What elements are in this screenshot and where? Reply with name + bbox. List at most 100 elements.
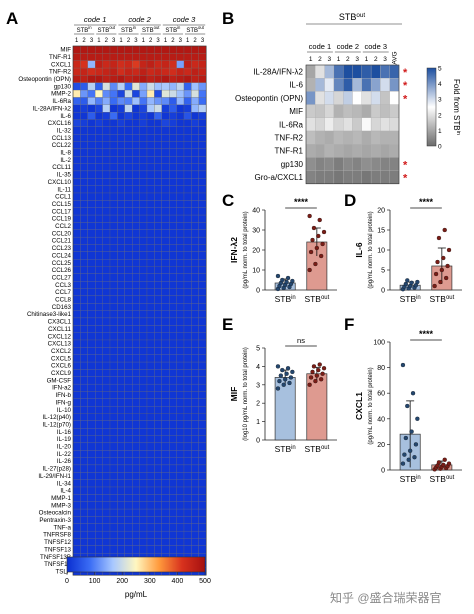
heatmap-cell bbox=[169, 530, 177, 539]
heatmap-cell bbox=[370, 104, 381, 118]
heatmap-cell bbox=[183, 538, 192, 546]
heatmap-cell bbox=[109, 325, 118, 333]
heatmap-cell bbox=[132, 523, 140, 532]
heatmap-cell bbox=[161, 391, 170, 399]
heatmap-cell bbox=[95, 119, 103, 127]
heatmap-cell bbox=[324, 117, 335, 132]
heatmap-cell bbox=[72, 494, 81, 502]
heatmap-cell bbox=[183, 60, 192, 69]
data-point bbox=[310, 369, 315, 375]
heatmap-cell bbox=[139, 420, 148, 429]
heatmap-cell bbox=[109, 472, 118, 480]
heatmap-cell bbox=[109, 310, 118, 319]
heatmap-cell bbox=[117, 428, 125, 436]
heatmap-cell bbox=[80, 347, 88, 355]
heatmap-cell bbox=[109, 303, 118, 311]
heatmap-cell bbox=[370, 130, 381, 145]
heatmap-cell bbox=[139, 530, 148, 539]
heatmap-cell bbox=[154, 266, 162, 274]
heatmap-cell bbox=[343, 157, 353, 171]
replicate-label: 1 bbox=[97, 38, 101, 44]
heatmap-cell bbox=[169, 413, 177, 421]
heatmap-cell bbox=[72, 156, 81, 164]
heatmap-cell bbox=[198, 229, 207, 238]
heatmap-cell bbox=[183, 222, 192, 230]
heatmap-cell bbox=[176, 347, 185, 355]
heatmap-cell bbox=[154, 472, 162, 480]
heatmap-cell bbox=[132, 148, 140, 157]
heatmap-cell bbox=[87, 170, 96, 179]
heatmap-cell bbox=[72, 310, 81, 319]
heatmap-cell bbox=[154, 406, 162, 414]
heatmap-cell bbox=[95, 266, 103, 274]
y-tick-label: 0 bbox=[256, 438, 260, 445]
heatmap-cell bbox=[132, 207, 140, 216]
heatmap-cell bbox=[80, 251, 88, 260]
heatmap-cell bbox=[161, 530, 170, 539]
heatmap-cell bbox=[139, 89, 148, 98]
y-axis-label: IFN-λ2 bbox=[229, 237, 239, 263]
heatmap-cell bbox=[198, 464, 207, 473]
heatmap-cell bbox=[87, 538, 96, 546]
heatmap-cell bbox=[87, 486, 96, 495]
heatmap-cell bbox=[139, 126, 148, 135]
heatmap-cell bbox=[333, 64, 344, 79]
heatmap-cell bbox=[80, 163, 88, 172]
data-point bbox=[405, 278, 410, 283]
heatmap-cell bbox=[124, 339, 133, 348]
heatmap-cell bbox=[109, 67, 118, 76]
heatmap-cell bbox=[80, 229, 88, 238]
row-label: Chitinase3-like1 bbox=[27, 311, 72, 318]
heatmap-cell bbox=[87, 523, 96, 532]
heatmap-cell bbox=[109, 60, 118, 69]
heatmap-cell bbox=[198, 97, 207, 105]
heatmap-cell bbox=[72, 545, 81, 554]
heatmap-cell bbox=[102, 126, 111, 135]
heatmap-cell bbox=[176, 303, 185, 311]
row-label: CXCL13 bbox=[48, 341, 72, 348]
heatmap-cell bbox=[146, 192, 155, 201]
heatmap-cell bbox=[132, 251, 140, 260]
heatmap-cell bbox=[146, 141, 155, 150]
row-label: CCL19 bbox=[52, 216, 72, 223]
heatmap-cell bbox=[95, 457, 103, 466]
replicate-label: 3 bbox=[355, 56, 359, 63]
heatmap-cell bbox=[95, 494, 103, 502]
heatmap-cell bbox=[370, 170, 381, 184]
heatmap-cell bbox=[146, 332, 155, 341]
heatmap-cell bbox=[191, 383, 199, 392]
heatmap-cell bbox=[72, 185, 81, 194]
heatmap-cell bbox=[109, 185, 118, 194]
heatmap-cell bbox=[95, 406, 103, 414]
data-point bbox=[290, 369, 295, 375]
heatmap-cell bbox=[132, 501, 140, 510]
heatmap-cell bbox=[132, 185, 140, 194]
category-label: STBin bbox=[275, 294, 296, 304]
heatmap-cell bbox=[117, 141, 125, 150]
heatmap-cell bbox=[154, 391, 162, 399]
row-label: IL-10 bbox=[57, 407, 72, 414]
heatmap-cell bbox=[198, 244, 207, 252]
heatmap-cell bbox=[124, 398, 133, 407]
heatmap-cell bbox=[198, 75, 207, 83]
heatmap-cell bbox=[124, 259, 133, 267]
heatmap-cell bbox=[80, 97, 88, 105]
heatmap-cell bbox=[389, 170, 400, 184]
heatmap-cell bbox=[161, 178, 170, 186]
heatmap-cell bbox=[176, 89, 185, 98]
heatmap-cell bbox=[72, 134, 81, 142]
heatmap-cell bbox=[183, 97, 192, 105]
heatmap-cell bbox=[117, 303, 125, 311]
heatmap-cell bbox=[139, 450, 148, 458]
heatmap-cell bbox=[139, 501, 148, 510]
heatmap-cell bbox=[333, 170, 344, 184]
heatmap-cell bbox=[124, 428, 133, 436]
data-point bbox=[308, 249, 314, 255]
heatmap-cell bbox=[109, 435, 118, 444]
significance-label: **** bbox=[419, 329, 434, 339]
heatmap-cell bbox=[176, 156, 185, 164]
heatmap-cell bbox=[132, 545, 140, 554]
heatmap-cell bbox=[117, 207, 125, 216]
heatmap-cell bbox=[176, 494, 185, 502]
heatmap-cell bbox=[198, 376, 207, 385]
